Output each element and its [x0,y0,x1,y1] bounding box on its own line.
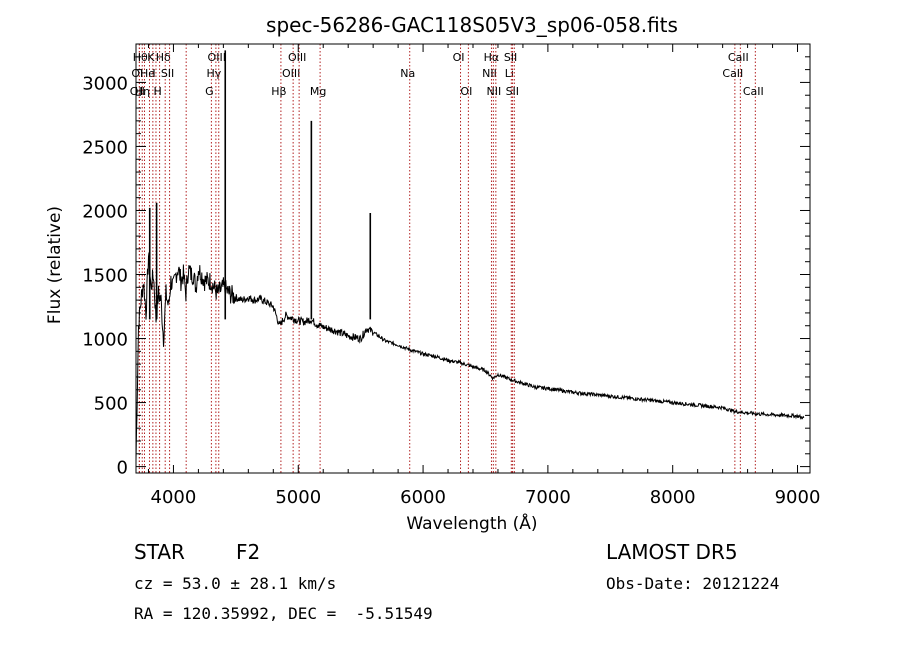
line-marker-label: OII [130,85,145,98]
object-class: STAR [134,540,185,564]
ra-dec-coordinates: RA = 120.35992, DEC = -5.51549 [134,604,433,623]
y-axis-label: Flux (relative) [45,206,65,324]
line-marker-label: OIII [282,67,300,80]
line-marker-label: SII [504,51,517,64]
line-marker-label: Hβ [271,85,286,98]
line-marker-label: OIII [208,51,226,64]
line-marker-label: OI [460,85,472,98]
line-marker-label: Hα [484,51,500,64]
line-marker-label: Hδ [156,51,171,64]
x-tick-label: 8000 [650,487,696,508]
line-marker-label: Mg [310,85,326,98]
chart-title: spec-56286-GAC118S05V3_sp06-058.fits [266,13,678,37]
x-axis-label: Wavelength (Å) [406,512,537,534]
line-marker-label: Hη [135,85,150,98]
y-tick-label: 0 [117,458,128,479]
y-tick-label: 1500 [82,266,128,287]
redshift-cz: cz = 53.0 ± 28.1 km/s [134,574,337,593]
plot-frame [135,43,811,474]
line-marker-label: CaII [743,85,764,98]
y-axis-ticks: 0 500 1000 1500 2000 2500 3000 [82,56,810,479]
x-tick-label: 6000 [400,487,446,508]
y-tick-label: 3000 [82,73,128,94]
x-axis-ticks: 4000 5000 6000 7000 8000 9000 [147,44,821,508]
x-tick-label: 4000 [151,487,197,508]
line-marker-label: Hγ [206,67,221,80]
line-marker-label: OI [131,67,143,80]
line-marker-label: H [153,85,161,98]
line-marker-label: K [147,51,155,64]
spectrum-chart: spec-56286-GAC118S05V3_sp06-058.fits OII… [45,13,821,534]
line-marker-label: I [152,67,155,80]
line-marker-label: CaII [728,51,749,64]
y-tick-label: 2500 [82,137,128,158]
x-tick-label: 5000 [275,487,321,508]
line-marker-label: OIII [288,51,306,64]
line-marker-label: G [205,85,214,98]
line-marker-label: CaII [722,67,743,80]
line-marker-label: Li [505,67,514,80]
y-tick-label: 500 [94,394,128,415]
object-subclass: F2 [236,540,261,564]
survey-name: LAMOST DR5 [606,540,738,564]
y-tick-label: 2000 [82,201,128,222]
line-marker-label: SII [506,85,519,98]
spectrum-line [135,252,805,461]
line-marker-label: Hθ [133,51,148,64]
x-tick-label: 9000 [775,487,821,508]
observation-date: Obs-Date: 20121224 [606,574,780,593]
spectrum-series [135,50,805,461]
y-tick-label: 1000 [82,330,128,351]
x-tick-label: 7000 [525,487,571,508]
line-marker-label: He [140,67,155,80]
line-marker-label: SII [161,67,174,80]
line-marker-label: OI [453,51,465,64]
line-marker-label: Na [400,67,415,80]
line-marker-label: NII [486,85,501,98]
line-marker-label: NII [482,67,497,80]
